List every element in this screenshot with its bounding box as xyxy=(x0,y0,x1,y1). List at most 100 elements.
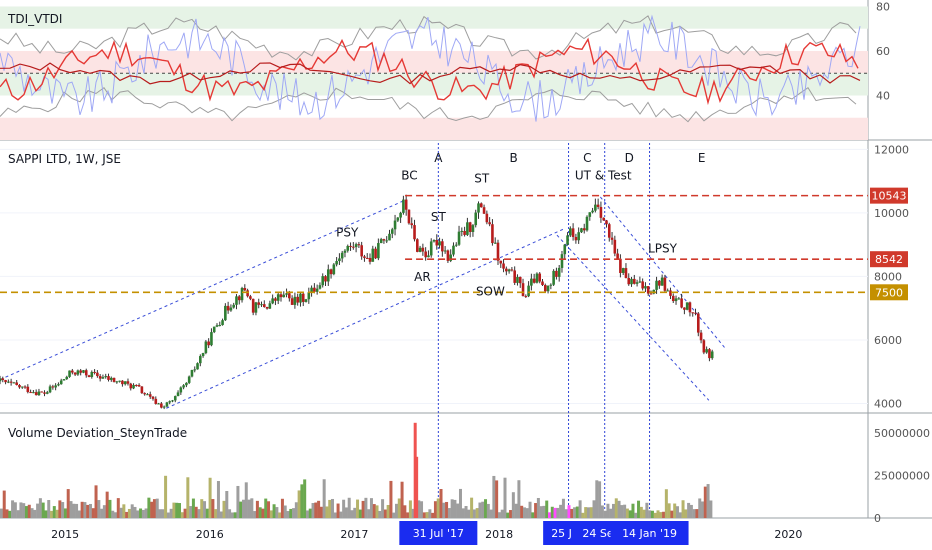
volume-bar xyxy=(169,508,173,518)
volume-bar xyxy=(152,499,156,518)
volume-bar xyxy=(219,511,223,518)
candle xyxy=(543,283,547,292)
volume-bar xyxy=(417,500,421,518)
candle xyxy=(40,391,44,393)
volume-bar xyxy=(356,499,360,518)
candle xyxy=(474,209,478,228)
candle xyxy=(674,295,678,305)
volume-bar xyxy=(511,492,515,518)
candle xyxy=(87,374,91,378)
volume-bar xyxy=(50,510,54,518)
candle xyxy=(421,243,425,256)
candle xyxy=(168,400,172,405)
candle xyxy=(582,223,586,234)
candle xyxy=(396,217,400,223)
volume-bar xyxy=(609,508,613,518)
candle xyxy=(226,301,230,314)
candle xyxy=(377,238,380,261)
candle xyxy=(18,384,21,389)
candle xyxy=(591,207,594,214)
volume-bars xyxy=(0,422,713,518)
volume-bar xyxy=(534,503,538,518)
price-tick-label: 12000 xyxy=(874,143,909,156)
volume-bar xyxy=(127,508,131,518)
volume-tick-label: 50000000 xyxy=(874,427,930,440)
volume-bar xyxy=(453,499,457,518)
annotation-label: ST xyxy=(474,172,490,186)
volume-bar xyxy=(0,508,3,518)
candle xyxy=(530,273,533,291)
candle xyxy=(471,224,475,237)
candle xyxy=(321,273,325,288)
volume-bar xyxy=(180,512,184,518)
candle xyxy=(271,294,274,305)
volume-bar xyxy=(100,508,104,518)
candle xyxy=(549,283,553,290)
candle xyxy=(112,377,116,383)
volume-bar xyxy=(389,480,393,518)
volume-bar xyxy=(278,512,282,518)
volume-spike-bar xyxy=(415,456,419,518)
candle xyxy=(185,382,188,388)
candle xyxy=(524,294,528,298)
candle xyxy=(324,275,327,287)
candle xyxy=(98,374,102,382)
volume-bar xyxy=(662,511,666,518)
volume-bar xyxy=(38,498,42,518)
annotation-label: PSY xyxy=(336,226,359,240)
candle xyxy=(160,402,163,409)
volume-bar xyxy=(208,477,212,518)
volume-bar xyxy=(470,497,474,518)
volume-bar xyxy=(570,508,574,518)
candle xyxy=(32,390,35,394)
highlighted-date-label: 14 Jan '19 xyxy=(622,527,677,540)
volume-bar xyxy=(500,509,504,518)
candle xyxy=(318,282,322,290)
volume-bar xyxy=(344,507,348,518)
candle xyxy=(301,292,305,307)
volume-bar xyxy=(536,497,540,518)
candle xyxy=(54,383,57,391)
candle xyxy=(518,276,522,288)
volume-bar xyxy=(214,509,218,518)
volume-bar xyxy=(703,486,707,518)
candle xyxy=(677,297,681,300)
volume-bar xyxy=(625,508,629,518)
candle xyxy=(221,318,224,326)
volume-bar xyxy=(495,480,499,518)
candle xyxy=(23,385,27,389)
candle xyxy=(532,273,536,284)
volume-bar xyxy=(456,503,460,518)
volume-bar xyxy=(701,501,705,518)
volume-bar xyxy=(522,507,526,518)
candle xyxy=(404,194,408,216)
candle xyxy=(702,338,706,355)
candle xyxy=(135,384,138,387)
volume-bar xyxy=(486,503,490,518)
candle xyxy=(696,311,700,337)
volume-bar xyxy=(656,510,660,518)
volume-bar xyxy=(177,503,181,518)
candle xyxy=(658,279,661,289)
candle xyxy=(218,321,222,327)
candle xyxy=(340,250,344,263)
volume-bar xyxy=(44,510,48,518)
candle xyxy=(101,374,105,379)
candle xyxy=(416,238,419,253)
candle xyxy=(335,257,338,267)
volume-bar xyxy=(442,502,446,518)
volume-bar xyxy=(83,502,87,518)
price-pane-title: SAPPI LTD, 1W, JSE xyxy=(8,152,121,166)
annotation-label: AR xyxy=(414,270,431,284)
candle xyxy=(418,245,422,253)
candle xyxy=(354,242,358,253)
candle xyxy=(190,369,194,378)
candle xyxy=(68,370,71,378)
candle xyxy=(232,302,235,309)
candle xyxy=(399,211,402,223)
volume-bar xyxy=(659,512,663,518)
volume-bar xyxy=(250,498,254,518)
price-tick-label: 6000 xyxy=(874,334,902,347)
